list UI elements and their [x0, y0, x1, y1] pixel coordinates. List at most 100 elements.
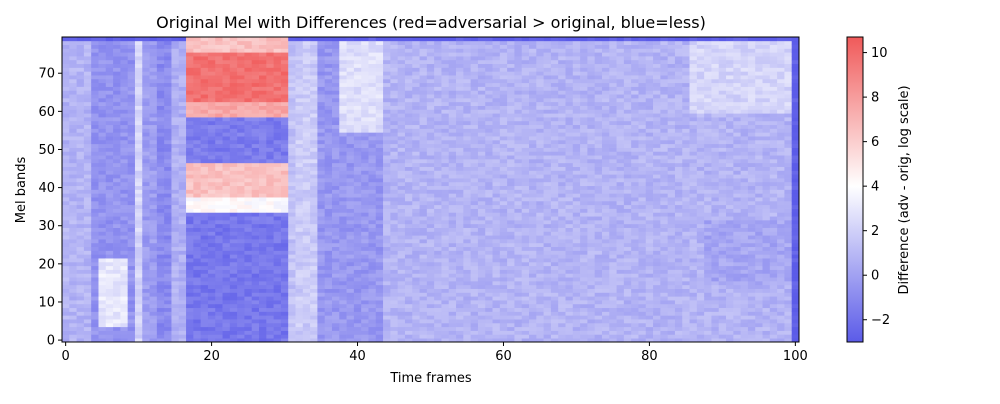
- heatmap-cell: [368, 40, 377, 45]
- heatmap-cell: [426, 86, 435, 91]
- heatmap-cell: [288, 174, 296, 179]
- heatmap-cell: [346, 246, 355, 251]
- heatmap-cell: [485, 242, 493, 248]
- heatmap-cell: [470, 155, 479, 160]
- heatmap-cell: [456, 143, 464, 148]
- heatmap-cell: [76, 151, 85, 156]
- heatmap-cell: [412, 132, 420, 137]
- heatmap-cell: [83, 273, 92, 278]
- heatmap-cell: [426, 193, 435, 198]
- heatmap-cell: [412, 44, 420, 49]
- heatmap-cell: [237, 216, 245, 221]
- heatmap-cell: [310, 151, 318, 156]
- heatmap-cell: [288, 124, 296, 129]
- heatmap-cell: [280, 296, 289, 301]
- heatmap-cell: [514, 284, 523, 289]
- heatmap-cell: [156, 303, 165, 309]
- heatmap-cell: [339, 235, 347, 240]
- heatmap-cell: [441, 269, 450, 274]
- heatmap-cell: [215, 40, 223, 45]
- heatmap-cell: [244, 235, 253, 240]
- heatmap-cell: [98, 124, 107, 129]
- heatmap-cell: [390, 82, 399, 87]
- heatmap-cell: [215, 44, 223, 49]
- heatmap-cell: [324, 105, 333, 110]
- heatmap-cell: [113, 162, 121, 167]
- heatmap-cell: [113, 330, 121, 335]
- heatmap-cell: [193, 139, 201, 145]
- heatmap-cell: [368, 235, 377, 240]
- heatmap-cell: [288, 139, 296, 145]
- heatmap-cell: [200, 52, 209, 57]
- heatmap-cell: [178, 159, 187, 164]
- heatmap-cell: [448, 132, 457, 137]
- heatmap-cell: [434, 170, 442, 175]
- heatmap-cell: [280, 246, 289, 251]
- heatmap-cell: [397, 258, 406, 263]
- heatmap-cell: [164, 330, 172, 335]
- heatmap-cell: [477, 338, 486, 343]
- heatmap-cell: [507, 235, 515, 240]
- heatmap-cell: [302, 98, 311, 103]
- heatmap-cell: [499, 67, 508, 72]
- heatmap-cell: [324, 242, 333, 248]
- heatmap-cell: [142, 181, 150, 187]
- heatmap-cell: [200, 178, 209, 183]
- heatmap-cell: [353, 208, 362, 213]
- heatmap-cell: [149, 250, 158, 255]
- heatmap-cell: [397, 250, 406, 255]
- heatmap-cell: [91, 37, 99, 42]
- heatmap-cell: [514, 250, 523, 255]
- heatmap-cell: [69, 185, 77, 190]
- heatmap-cell: [507, 284, 515, 289]
- heatmap-cell: [463, 281, 471, 286]
- heatmap-cell: [485, 143, 493, 148]
- heatmap-cell: [62, 98, 70, 103]
- heatmap-cell: [62, 265, 70, 270]
- heatmap-cell: [171, 193, 180, 198]
- heatmap-cell: [266, 258, 274, 263]
- heatmap-cell: [375, 189, 384, 194]
- heatmap-cell: [244, 40, 253, 45]
- heatmap-cell: [434, 75, 442, 80]
- heatmap-cell: [186, 197, 194, 202]
- heatmap-cell: [397, 56, 406, 61]
- heatmap-cell: [339, 216, 347, 221]
- heatmap-cell: [69, 147, 77, 152]
- heatmap-cell: [324, 284, 333, 289]
- heatmap-cell: [178, 334, 187, 339]
- heatmap-cell: [331, 113, 340, 118]
- heatmap-cell: [83, 319, 92, 324]
- heatmap-cell: [164, 223, 172, 228]
- heatmap-cell: [375, 94, 384, 99]
- heatmap-cell: [448, 48, 457, 53]
- heatmap-cell: [83, 330, 92, 335]
- heatmap-cell: [266, 181, 274, 187]
- heatmap-cell: [98, 117, 107, 122]
- heatmap-cell: [361, 151, 369, 156]
- heatmap-cell: [171, 185, 180, 190]
- heatmap-cell: [485, 330, 493, 335]
- heatmap-cell: [229, 273, 238, 278]
- heatmap-cell: [324, 128, 333, 133]
- heatmap-cell: [113, 292, 121, 297]
- heatmap-cell: [324, 307, 333, 312]
- heatmap-cell: [83, 82, 92, 87]
- heatmap-cell: [353, 277, 362, 282]
- heatmap-cell: [441, 246, 450, 251]
- heatmap-cell: [368, 71, 377, 76]
- heatmap-cell: [76, 143, 85, 148]
- heatmap-cell: [251, 143, 260, 148]
- heatmap-cell: [331, 136, 340, 141]
- heatmap-cell: [507, 151, 515, 156]
- heatmap-cell: [215, 143, 223, 148]
- heatmap-cell: [361, 322, 369, 328]
- heatmap-cell: [62, 322, 70, 328]
- heatmap-cell: [353, 40, 362, 45]
- heatmap-cell: [83, 143, 92, 148]
- heatmap-cell: [149, 139, 158, 145]
- heatmap-cell: [390, 117, 399, 122]
- heatmap-cell: [492, 235, 501, 240]
- heatmap-cell: [83, 208, 92, 213]
- heatmap-cell: [83, 223, 92, 228]
